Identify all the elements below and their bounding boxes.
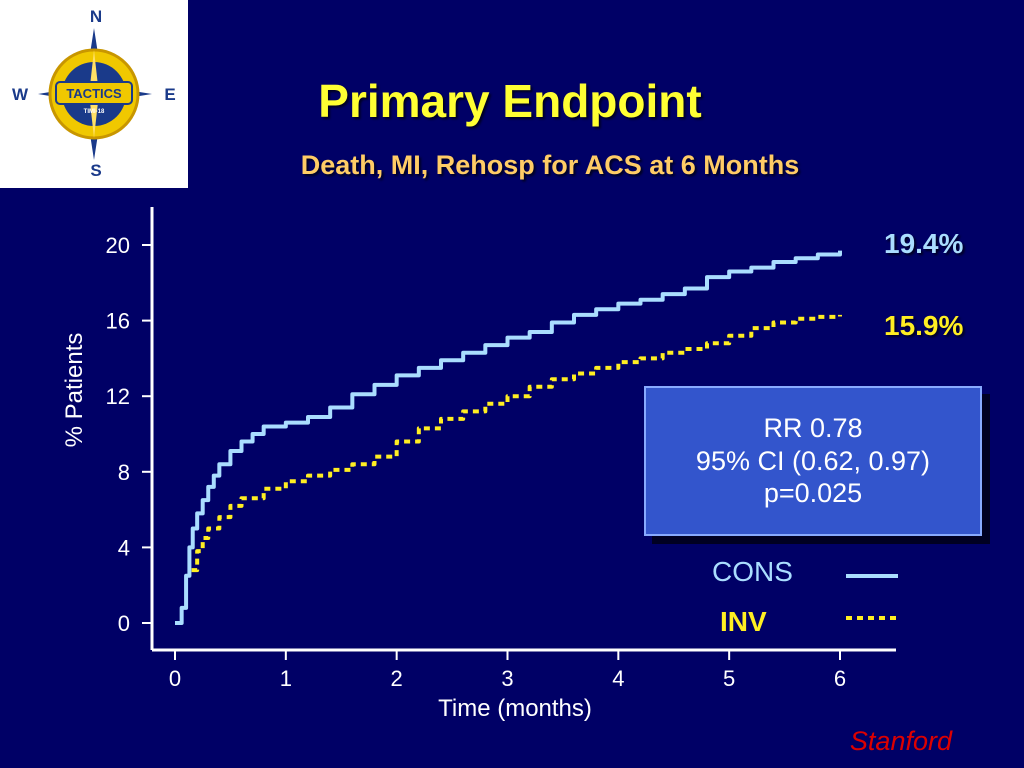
y-tick-label: 0 xyxy=(118,611,130,636)
logo-text: TACTICS xyxy=(66,86,122,101)
rr-value: RR 0.78 xyxy=(763,412,863,443)
cons-end-label: 19.4% xyxy=(884,228,964,259)
x-tick-label: 2 xyxy=(391,666,403,691)
x-axis-label: Time (months) xyxy=(438,695,592,722)
page-subtitle: Death, MI, Rehosp for ACS at 6 Months xyxy=(300,150,800,180)
compass-w: W xyxy=(12,85,29,104)
compass-rose-icon: TACTICS TIMI-18 N S W E xyxy=(12,7,176,180)
x-tick-label: 6 xyxy=(834,666,846,691)
p-value: p=0.025 xyxy=(763,478,863,509)
compass-s: S xyxy=(90,161,101,180)
chart-series xyxy=(175,250,842,625)
series-line-inv xyxy=(191,314,842,573)
compass-e: E xyxy=(164,85,175,104)
legend-cons-label: CONS xyxy=(712,556,793,587)
stats-box: RR 0.78 95% CI (0.62, 0.97) p=0.025 xyxy=(644,386,982,536)
x-tick-label: 3 xyxy=(501,666,513,691)
x-tick-label: 1 xyxy=(280,666,292,691)
logo-subtext: TIMI-18 xyxy=(84,109,105,115)
x-tick-label: 0 xyxy=(169,666,181,691)
footer-credit: Stanford xyxy=(849,726,952,756)
legend-inv-label: INV xyxy=(720,606,767,637)
y-tick-label: 12 xyxy=(106,384,130,409)
legend-lines xyxy=(846,574,898,620)
compass-n: N xyxy=(90,7,102,26)
ci-value: 95% CI (0.62, 0.97) xyxy=(695,445,931,476)
tactics-logo: TACTICS TIMI-18 N S W E xyxy=(0,0,188,188)
series-line-cons xyxy=(175,250,842,625)
y-tick-label: 16 xyxy=(106,309,130,334)
y-tick-label: 20 xyxy=(106,233,130,258)
page-title: Primary Endpoint xyxy=(318,75,702,127)
inv-end-label: 15.9% xyxy=(884,310,964,341)
y-tick-label: 8 xyxy=(118,460,130,485)
x-tick-label: 4 xyxy=(612,666,624,691)
y-tick-label: 4 xyxy=(118,535,130,560)
y-axis-label: % Patients xyxy=(61,333,88,448)
x-tick-label: 5 xyxy=(723,666,735,691)
